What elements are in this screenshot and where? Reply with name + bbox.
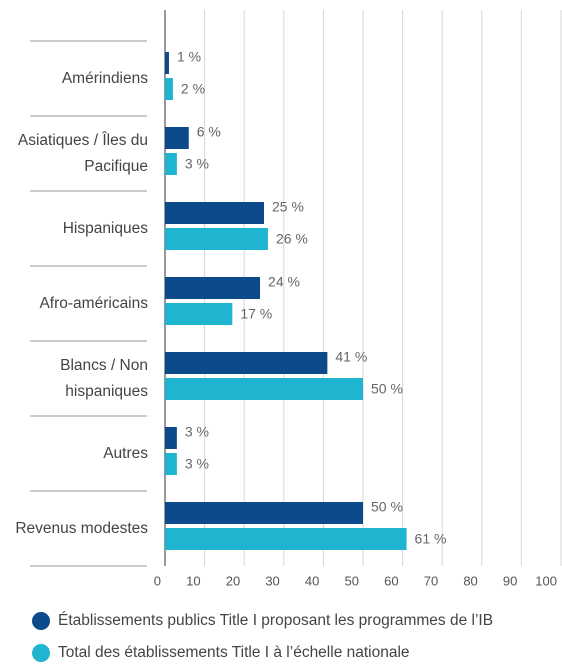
- bar: [165, 127, 189, 149]
- x-tick-label: 90: [503, 573, 517, 588]
- bar: [165, 78, 173, 100]
- x-tick-label: 20: [226, 573, 240, 588]
- bar: [165, 303, 233, 325]
- data-label: 24 %: [268, 274, 300, 290]
- x-tick-label: 30: [265, 573, 279, 588]
- data-label: 61 %: [415, 531, 447, 547]
- bar: [165, 153, 177, 175]
- bar: [165, 502, 363, 524]
- category-label: Amérindiens: [61, 69, 148, 87]
- category-label: Hispaniques: [62, 219, 148, 237]
- bar: [165, 528, 407, 550]
- bar: [165, 202, 264, 224]
- legend-label: Total des établissements Title I à l’éch…: [58, 644, 410, 661]
- category-label: Asiatiques / Îles du Pacifique: [17, 131, 148, 175]
- bar: [165, 378, 363, 400]
- x-tick-label: 10: [186, 573, 200, 588]
- bar: [165, 352, 328, 374]
- category-label: Autres: [103, 444, 148, 462]
- x-tick-label: 100: [535, 573, 557, 588]
- x-tick-label: 70: [424, 573, 438, 588]
- bar: [165, 427, 177, 449]
- data-label: 17 %: [240, 306, 272, 322]
- data-label: 3 %: [185, 456, 209, 472]
- x-tick-label: 80: [463, 573, 477, 588]
- data-label: 6 %: [197, 124, 221, 140]
- data-label: 26 %: [276, 231, 308, 247]
- data-label: 41 %: [335, 349, 367, 365]
- category-label: Blancs / Non hispaniques: [60, 356, 148, 400]
- legend-marker: [32, 612, 50, 630]
- data-label: 50 %: [371, 381, 403, 397]
- data-label: 1 %: [177, 49, 201, 65]
- bar: [165, 277, 261, 299]
- category-label: Revenus modestes: [15, 519, 148, 537]
- legend-label: Établissements publics Title I proposant…: [58, 612, 493, 629]
- x-tick-label: 0: [154, 573, 161, 588]
- category-label: Afro-américains: [39, 294, 148, 312]
- bar: [165, 52, 169, 74]
- x-tick-label: 50: [345, 573, 359, 588]
- legend-marker: [32, 644, 50, 662]
- x-tick-label: 40: [305, 573, 319, 588]
- bar: [165, 453, 177, 475]
- x-tick-label: 60: [384, 573, 398, 588]
- data-label: 25 %: [272, 199, 304, 215]
- data-label: 3 %: [185, 424, 209, 440]
- data-label: 50 %: [371, 499, 403, 515]
- data-label: 3 %: [185, 156, 209, 172]
- bar: [165, 228, 268, 250]
- data-label: 2 %: [181, 81, 205, 97]
